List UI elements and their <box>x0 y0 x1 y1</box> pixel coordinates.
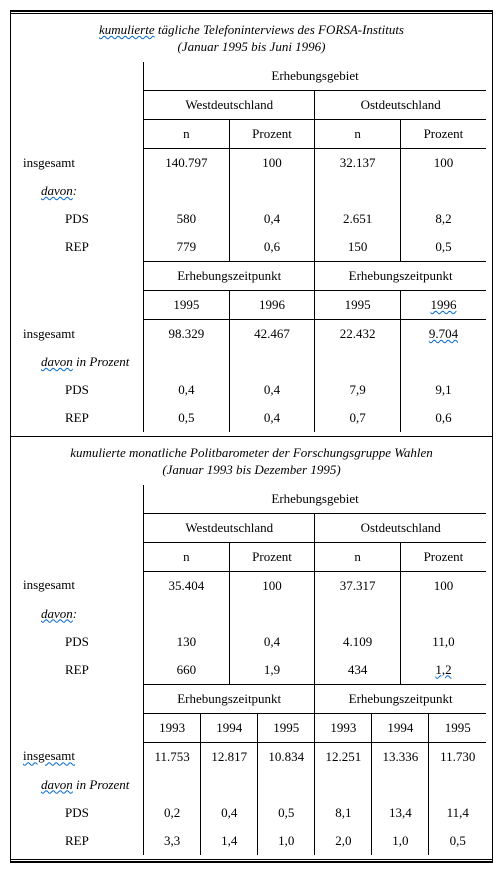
h-gebiet: Erhebungsgebiet <box>144 62 486 91</box>
row2-rep: REP <box>17 404 144 432</box>
h-ost: Ostdeutschland <box>315 90 486 119</box>
section1-table: Erhebungsgebiet WestdeutschlandOstdeutsc… <box>17 62 486 432</box>
section2-table-a: Erhebungsgebiet WestdeutschlandOstdeutsc… <box>17 485 486 684</box>
section2-table-b: ErhebungszeitpunktErhebungszeitpunkt 199… <box>17 684 486 855</box>
row-insgesamt: insgesamt <box>17 148 144 177</box>
s2-row-davon: davon: <box>17 600 144 628</box>
row2-pds: PDS <box>17 376 144 404</box>
s2-h-zeit-w: Erhebungszeitpunkt <box>144 684 315 713</box>
s2-row2-davon-pz: davon in Prozent <box>17 771 144 799</box>
s2-row-rep: REP <box>17 656 144 684</box>
section1-title: kumulierte tägliche Telefoninterviews de… <box>17 22 486 56</box>
s2-row2-rep: REP <box>17 827 144 855</box>
s2-row2-insg: insgesamt <box>17 742 144 771</box>
row2-insgesamt: insgesamt <box>17 319 144 348</box>
s2-row-pds: PDS <box>17 628 144 656</box>
h-west: Westdeutschland <box>144 90 315 119</box>
s2-row2-pds: PDS <box>17 799 144 827</box>
row2-davon-pz: davon in Prozent <box>17 348 144 376</box>
s2-row-insg: insgesamt <box>17 571 144 600</box>
section2-title: kumulierte monatliche Politbarometer der… <box>17 445 486 479</box>
row-davon: davon: <box>17 177 144 205</box>
h-zeit-west: Erhebungszeitpunkt <box>144 261 315 290</box>
h-zeit-ost: Erhebungszeitpunkt <box>315 261 486 290</box>
s2-h-gebiet: Erhebungsgebiet <box>144 485 486 514</box>
row-pds: PDS <box>17 205 144 233</box>
row-rep: REP <box>17 233 144 262</box>
s2-h-zeit-o: Erhebungszeitpunkt <box>315 684 486 713</box>
